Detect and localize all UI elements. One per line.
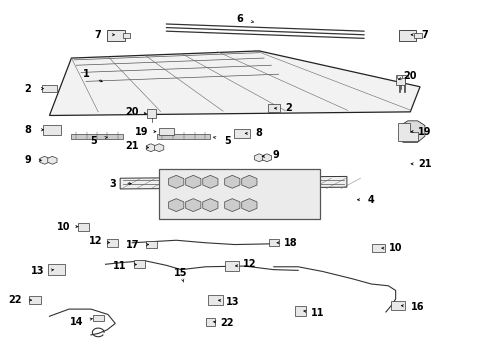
- Text: 22: 22: [9, 295, 22, 305]
- Polygon shape: [168, 199, 183, 212]
- Text: 1: 1: [82, 69, 89, 79]
- Text: 15: 15: [174, 268, 187, 278]
- Text: 11: 11: [310, 308, 324, 318]
- Bar: [268, 239, 278, 246]
- Polygon shape: [185, 175, 201, 188]
- Bar: [413, 33, 421, 39]
- Bar: [71, 134, 122, 139]
- Bar: [295, 306, 305, 316]
- Text: 20: 20: [403, 71, 416, 81]
- Bar: [157, 134, 210, 139]
- Polygon shape: [146, 144, 155, 152]
- Bar: [398, 31, 415, 41]
- Bar: [147, 109, 156, 118]
- Text: 22: 22: [220, 319, 234, 328]
- Bar: [400, 30, 414, 40]
- Bar: [390, 301, 404, 310]
- Polygon shape: [48, 156, 57, 164]
- Bar: [159, 169, 320, 220]
- Text: 8: 8: [24, 125, 31, 135]
- Text: 21: 21: [417, 159, 431, 169]
- Polygon shape: [203, 199, 218, 212]
- Bar: [107, 239, 118, 247]
- Text: 21: 21: [125, 141, 139, 151]
- Text: 18: 18: [284, 238, 297, 248]
- Bar: [158, 129, 174, 135]
- Bar: [48, 264, 65, 275]
- Text: 12: 12: [89, 236, 102, 246]
- Polygon shape: [397, 123, 417, 140]
- Text: 17: 17: [125, 239, 139, 249]
- Text: 6: 6: [236, 14, 243, 24]
- Text: 5: 5: [224, 136, 230, 145]
- Polygon shape: [120, 176, 346, 189]
- Bar: [42, 85, 57, 93]
- Bar: [107, 31, 124, 41]
- Polygon shape: [203, 175, 218, 188]
- Text: 8: 8: [255, 129, 262, 138]
- Polygon shape: [185, 199, 201, 212]
- Polygon shape: [40, 156, 49, 164]
- Text: 16: 16: [410, 302, 424, 312]
- Bar: [371, 244, 385, 252]
- Text: 3: 3: [109, 179, 116, 189]
- Text: 20: 20: [125, 107, 139, 117]
- Polygon shape: [241, 175, 257, 188]
- Bar: [395, 75, 404, 85]
- Text: 10: 10: [388, 243, 402, 253]
- Bar: [146, 241, 157, 248]
- Text: 10: 10: [57, 222, 71, 231]
- Text: 4: 4: [367, 195, 374, 205]
- Bar: [78, 223, 89, 230]
- Bar: [134, 260, 145, 268]
- Text: 13: 13: [225, 297, 239, 307]
- Text: 2: 2: [24, 84, 31, 94]
- Text: 7: 7: [95, 30, 102, 40]
- Text: 9: 9: [272, 150, 279, 160]
- Text: 7: 7: [421, 30, 427, 40]
- Bar: [93, 315, 103, 321]
- Polygon shape: [262, 154, 271, 162]
- Polygon shape: [168, 175, 183, 188]
- Bar: [108, 30, 122, 40]
- Polygon shape: [224, 199, 240, 212]
- Bar: [234, 129, 249, 138]
- Bar: [122, 33, 130, 39]
- Bar: [402, 75, 407, 78]
- Bar: [267, 104, 279, 112]
- Bar: [225, 261, 239, 271]
- Polygon shape: [224, 175, 240, 188]
- Text: 13: 13: [30, 266, 44, 276]
- Bar: [205, 318, 214, 325]
- Bar: [29, 296, 41, 304]
- Polygon shape: [400, 121, 424, 142]
- Bar: [43, 125, 61, 135]
- Text: 19: 19: [135, 127, 148, 136]
- Bar: [396, 75, 402, 78]
- Polygon shape: [254, 154, 263, 162]
- Text: 19: 19: [417, 127, 431, 136]
- Polygon shape: [241, 199, 257, 212]
- Bar: [207, 296, 222, 305]
- Text: 9: 9: [24, 155, 31, 165]
- Text: 12: 12: [242, 259, 256, 269]
- Polygon shape: [154, 144, 163, 152]
- Text: 11: 11: [113, 261, 127, 271]
- Text: 14: 14: [69, 317, 83, 327]
- Text: 5: 5: [90, 136, 97, 145]
- Text: 2: 2: [285, 103, 291, 113]
- Polygon shape: [49, 51, 419, 116]
